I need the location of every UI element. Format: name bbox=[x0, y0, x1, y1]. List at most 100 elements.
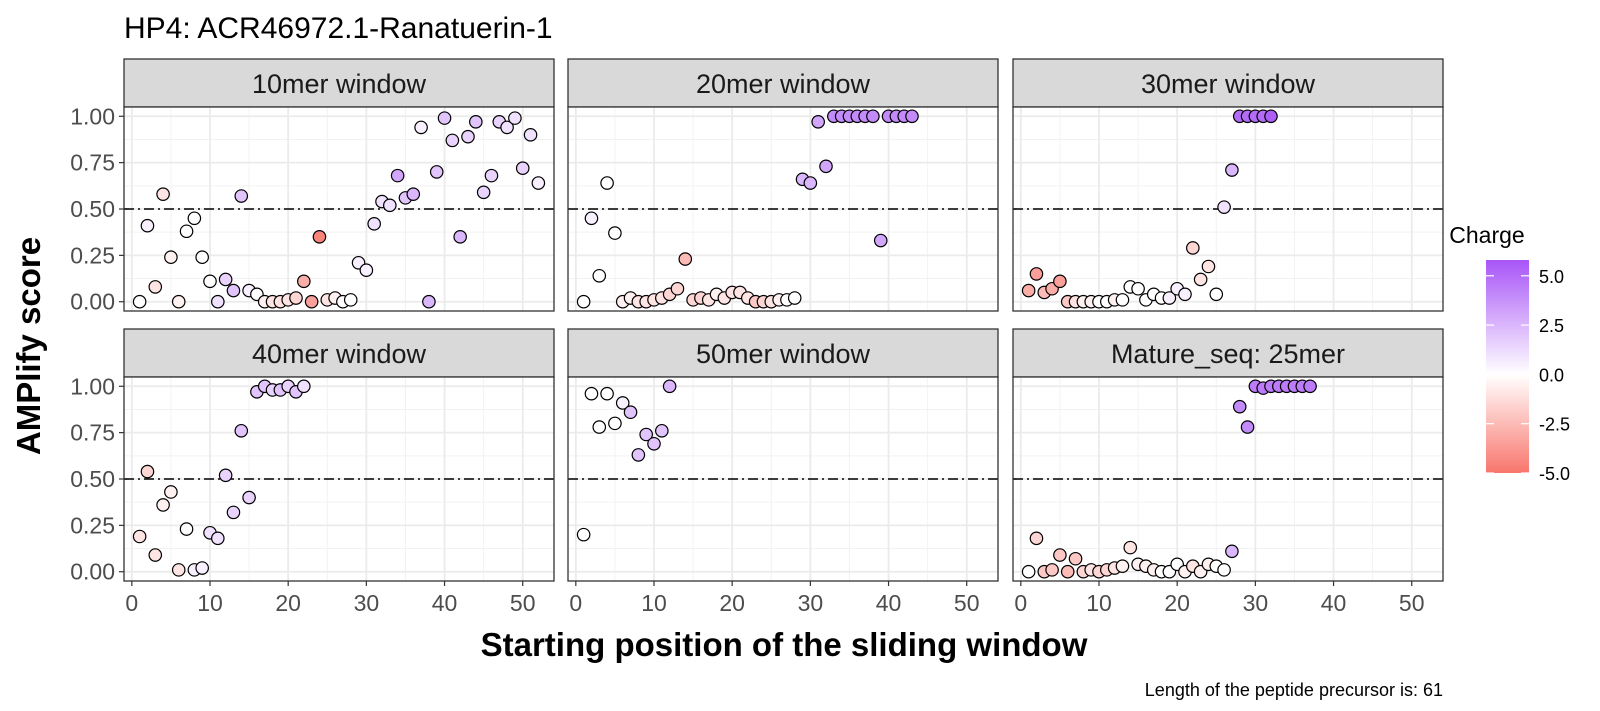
legend-tick-label: 0.0 bbox=[1539, 365, 1564, 385]
x-tick-label: 20 bbox=[1164, 590, 1190, 616]
data-point bbox=[608, 416, 622, 431]
legend-tick-label: -5.0 bbox=[1539, 464, 1570, 484]
data-point bbox=[905, 109, 919, 124]
x-tick-label: 40 bbox=[432, 590, 458, 616]
data-point bbox=[500, 120, 514, 135]
x-tick-label: 10 bbox=[197, 590, 223, 616]
data-point bbox=[1193, 272, 1208, 287]
data-point bbox=[297, 274, 311, 289]
data-point bbox=[531, 176, 546, 190]
data-point bbox=[1029, 267, 1044, 281]
data-point bbox=[289, 291, 303, 305]
x-tick-label: 20 bbox=[275, 590, 301, 616]
data-point bbox=[140, 218, 155, 233]
data-point bbox=[211, 531, 225, 546]
legend-title: Charge bbox=[1449, 222, 1524, 248]
data-point bbox=[140, 464, 155, 479]
data-point bbox=[1060, 564, 1075, 579]
data-point bbox=[203, 274, 217, 289]
facet-strip bbox=[567, 328, 999, 378]
data-point bbox=[670, 281, 685, 296]
data-point bbox=[600, 386, 614, 401]
x-tick-label: 10 bbox=[641, 590, 667, 616]
facet-strip-label: 40mer window bbox=[252, 339, 427, 369]
facet-strip-label: 30mer window bbox=[1141, 69, 1316, 99]
y-tick-label: 0.00 bbox=[70, 559, 115, 585]
data-point bbox=[297, 379, 311, 394]
data-point bbox=[508, 111, 522, 125]
data-point bbox=[811, 115, 825, 129]
y-tick-label: 0.25 bbox=[70, 512, 115, 538]
data-point bbox=[819, 159, 833, 174]
data-point bbox=[429, 165, 444, 179]
data-point bbox=[476, 185, 491, 200]
data-point bbox=[1217, 200, 1231, 214]
data-point bbox=[367, 217, 381, 231]
data-point bbox=[1232, 399, 1247, 414]
data-point bbox=[1115, 559, 1130, 573]
data-point bbox=[1053, 548, 1067, 562]
facet-strip bbox=[123, 328, 555, 378]
data-point bbox=[1225, 544, 1239, 559]
x-tick-label: 0 bbox=[569, 590, 582, 616]
data-point bbox=[312, 230, 327, 244]
data-point bbox=[1209, 287, 1224, 302]
data-point bbox=[179, 522, 194, 536]
data-point bbox=[1201, 259, 1216, 274]
data-point bbox=[211, 294, 225, 309]
facet-strip-label: 20mer window bbox=[696, 69, 871, 99]
data-point bbox=[164, 250, 178, 265]
data-point bbox=[437, 111, 452, 125]
data-point bbox=[156, 187, 170, 201]
data-point bbox=[592, 268, 607, 283]
data-point bbox=[1115, 293, 1130, 307]
data-point bbox=[1217, 563, 1231, 577]
data-point bbox=[584, 386, 599, 401]
data-point bbox=[359, 263, 374, 277]
x-tick-label: 50 bbox=[954, 590, 980, 616]
data-point bbox=[1021, 564, 1036, 579]
facet-strip-label: Mature_seq: 25mer bbox=[1111, 339, 1345, 369]
data-point bbox=[234, 423, 249, 438]
data-point bbox=[226, 505, 241, 520]
data-point bbox=[608, 226, 622, 240]
data-point bbox=[1029, 531, 1044, 546]
facet-panel: 20mer window bbox=[567, 58, 999, 312]
data-point bbox=[592, 420, 607, 434]
data-point bbox=[639, 427, 653, 442]
data-point bbox=[1178, 287, 1192, 302]
data-point bbox=[1021, 283, 1036, 298]
legend-tick-label: 2.5 bbox=[1539, 316, 1564, 336]
panel-border bbox=[1012, 106, 1444, 312]
y-tick-label: 1.00 bbox=[70, 103, 115, 129]
data-point bbox=[234, 189, 249, 203]
data-point bbox=[866, 109, 880, 124]
facet-strip bbox=[123, 58, 555, 108]
facet-panel: 50mer window 0 10 20 30 40 50 bbox=[567, 328, 999, 616]
panel-border bbox=[567, 376, 999, 582]
data-point bbox=[803, 176, 818, 190]
data-point bbox=[523, 128, 538, 142]
x-tick-label: 30 bbox=[354, 590, 380, 616]
data-point bbox=[218, 468, 233, 483]
data-point bbox=[195, 250, 209, 265]
y-tick-label: 0.75 bbox=[70, 150, 115, 176]
facet-strip bbox=[567, 58, 999, 108]
data-point bbox=[218, 272, 233, 287]
data-point bbox=[445, 133, 460, 148]
facet-strip bbox=[1012, 58, 1444, 108]
charge-legend: Charge 5.0 2.5 0.0 -2.5 -5.0 bbox=[1449, 222, 1570, 484]
data-point bbox=[453, 230, 467, 244]
x-tick-label: 40 bbox=[1321, 590, 1347, 616]
data-point bbox=[1225, 163, 1239, 177]
data-point bbox=[515, 161, 530, 175]
data-point bbox=[615, 396, 630, 410]
data-point bbox=[1053, 274, 1067, 289]
facet-panels: 10mer window 0.00 0.25 0.50 0.75 1.00 20mer wi… bbox=[70, 58, 1444, 616]
data-point bbox=[461, 129, 475, 144]
data-point bbox=[1068, 551, 1083, 566]
data-point bbox=[132, 529, 147, 544]
data-point bbox=[469, 115, 483, 129]
data-point bbox=[1186, 241, 1200, 255]
